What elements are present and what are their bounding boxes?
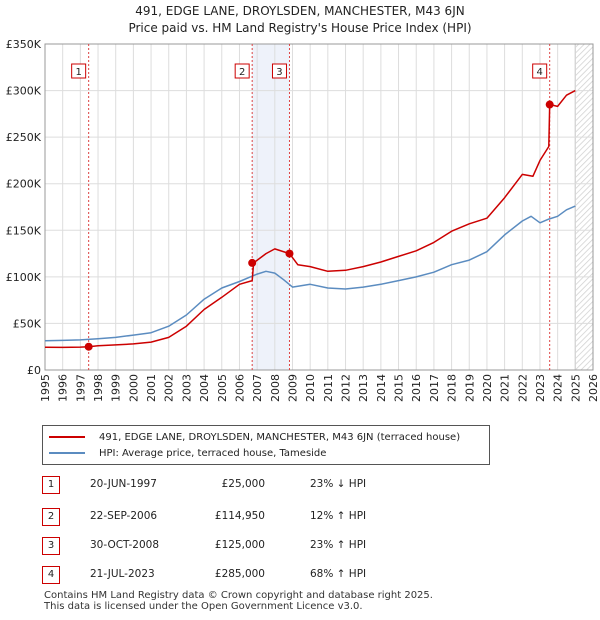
table-row: 2 22-SEP-2006 £114,950 12% ↑ HPI: [0, 508, 600, 528]
x-tick-label: 2003: [180, 374, 193, 402]
sale-date: 21-JUL-2023: [90, 568, 155, 580]
footer: Contains HM Land Registry data © Crown c…: [44, 590, 433, 612]
marker-label: 1: [75, 67, 81, 78]
x-tick-label: 2001: [145, 374, 158, 402]
table-row: 1 20-JUN-1997 £25,000 23% ↓ HPI: [0, 476, 600, 496]
x-tick-label: 2021: [499, 374, 512, 402]
chart-legend: 491, EDGE LANE, DROYLSDEN, MANCHESTER, M…: [42, 425, 490, 465]
x-tick-label: 2024: [552, 374, 565, 402]
marker-label: 2: [239, 67, 245, 78]
x-tick-label: 1995: [39, 374, 52, 402]
x-tick-label: 2008: [269, 374, 282, 402]
sale-hpi: 23% ↑ HPI: [310, 539, 367, 551]
y-tick-label: £200K: [6, 178, 42, 191]
x-tick-label: 2025: [569, 374, 582, 402]
x-tick-label: 2026: [587, 374, 600, 402]
sale-date: 22-SEP-2006: [90, 510, 158, 522]
footer-line1: Contains HM Land Registry data © Crown c…: [44, 590, 433, 601]
x-tick-label: 2014: [375, 374, 388, 402]
plot-border: [44, 43, 594, 371]
table-row: 4 21-JUL-2023 £285,000 68% ↑ HPI: [0, 566, 600, 586]
x-tick-label: 2009: [286, 374, 299, 402]
x-tick-label: 2012: [340, 374, 353, 402]
sale-price: £125,000: [214, 539, 265, 551]
y-tick-label: £50K: [13, 317, 42, 330]
x-tick-label: 2023: [534, 374, 547, 402]
x-tick-label: 2002: [163, 374, 176, 402]
legend-label-hpi: HPI: Average price, terraced house, Tame…: [99, 447, 327, 459]
x-tick-label: 2004: [198, 374, 211, 402]
x-tick-label: 2016: [410, 374, 423, 402]
property-price-line: [44, 89, 576, 349]
sale-price: £114,950: [214, 510, 265, 522]
marker-box: [71, 63, 87, 79]
table-row: 3 30-OCT-2008 £125,000 23% ↑ HPI: [0, 537, 600, 557]
x-tick-label: 2007: [251, 374, 264, 402]
x-tick-label: 2017: [428, 374, 441, 402]
x-tick-label: 2000: [127, 374, 140, 402]
x-tick-label: 2019: [463, 374, 476, 402]
chart-title-line2: Price paid vs. HM Land Registry's House …: [128, 21, 472, 35]
chart-title-line1: 491, EDGE LANE, DROYLSDEN, MANCHESTER, M…: [135, 4, 465, 18]
x-tick-label: 2022: [516, 374, 529, 402]
marker-label: 4: [537, 67, 543, 78]
y-tick-label: £100K: [6, 271, 42, 284]
legend-label-property: 491, EDGE LANE, DROYLSDEN, MANCHESTER, M…: [99, 431, 461, 443]
hpi-line: [44, 205, 576, 342]
sale-date: 20-JUN-1997: [90, 478, 157, 490]
sale-hpi: 68% ↑ HPI: [310, 568, 367, 580]
x-tick-label: 2005: [216, 374, 229, 402]
sale-hpi: 12% ↑ HPI: [310, 510, 367, 522]
plot-area: [45, 44, 593, 370]
sale-badge: 1: [42, 476, 60, 494]
shaded-band: [252, 44, 290, 370]
legend-item-property: 491, EDGE LANE, DROYLSDEN, MANCHESTER, M…: [49, 430, 460, 444]
sale-date: 30-OCT-2008: [90, 539, 159, 551]
marker-box: [234, 63, 250, 79]
price-chart: £0 £50K £100K £150K £200K £250K £300K £350K 1995…: [6, 38, 600, 402]
x-tick-label: 2011: [322, 374, 335, 402]
sale-badge: 2: [42, 508, 60, 526]
y-tick-label: £350K: [6, 38, 42, 51]
sale-price: £285,000: [214, 568, 265, 580]
sale-point: [285, 249, 294, 258]
legend-item-hpi: HPI: Average price, terraced house, Tame…: [49, 446, 326, 460]
footer-line2: This data is licensed under the Open Gov…: [44, 601, 363, 612]
y-tick-label: £0: [27, 364, 41, 377]
future-hatch: [575, 44, 593, 370]
legend-swatch-property: [49, 436, 85, 438]
sale-point: [545, 100, 554, 109]
x-tick-label: 1997: [74, 374, 87, 402]
y-tick-label: £250K: [6, 131, 42, 144]
legend-swatch-hpi: [49, 452, 85, 454]
x-tick-label: 2010: [304, 374, 317, 402]
sale-hpi: 23% ↓ HPI: [310, 478, 367, 490]
sale-price: £25,000: [221, 478, 265, 490]
sale-point: [84, 342, 93, 351]
x-tick-label: 2013: [357, 374, 370, 402]
y-tick-label: £300K: [6, 85, 42, 98]
sale-badge: 4: [42, 566, 60, 584]
y-tick-label: £150K: [6, 224, 42, 237]
marker-box: [271, 63, 287, 79]
marker-label: 3: [276, 67, 282, 78]
x-tick-label: 1998: [92, 374, 105, 402]
marker-box: [532, 63, 548, 79]
sale-badge: 3: [42, 537, 60, 555]
x-tick-label: 2015: [393, 374, 406, 402]
x-tick-label: 1996: [57, 374, 70, 402]
x-tick-label: 1999: [110, 374, 123, 402]
x-tick-label: 2020: [481, 374, 494, 402]
x-tick-label: 2018: [446, 374, 459, 402]
sale-point: [248, 258, 257, 267]
x-tick-label: 2006: [233, 374, 246, 402]
